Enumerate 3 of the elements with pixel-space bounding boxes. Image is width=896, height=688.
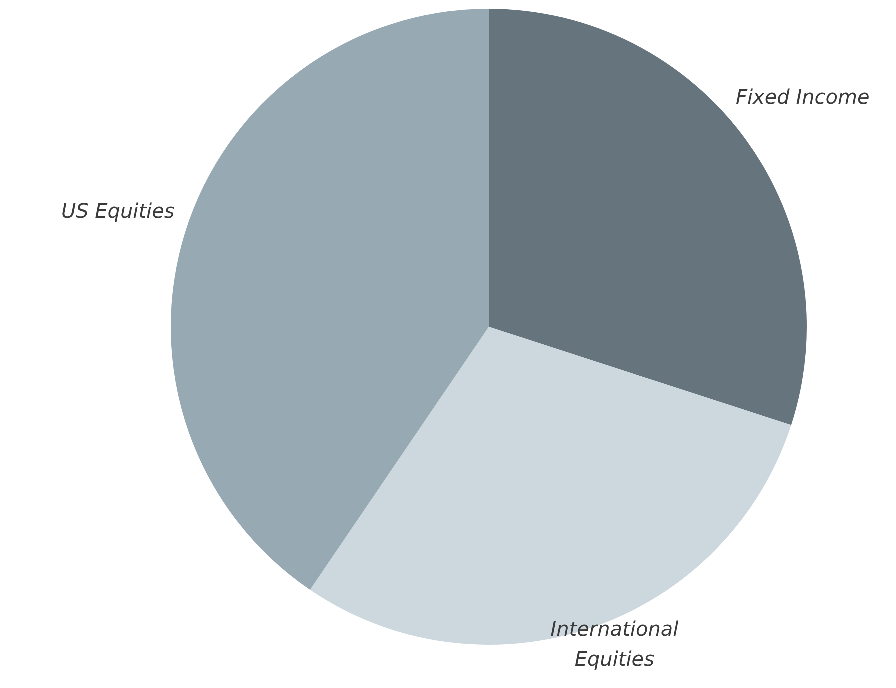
slice-label: US Equities (61, 199, 175, 224)
slice-label: International Equities (550, 617, 680, 672)
slice-label: Fixed Income (736, 85, 870, 110)
